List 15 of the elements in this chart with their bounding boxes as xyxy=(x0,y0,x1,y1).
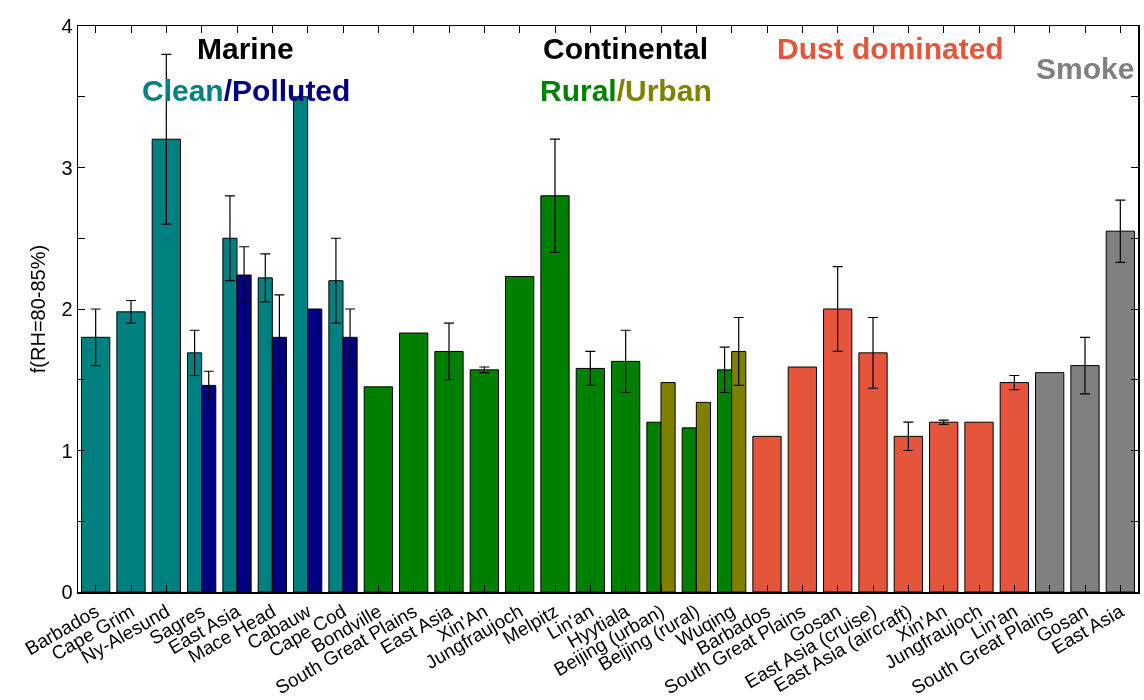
annotation: Continental xyxy=(543,32,708,65)
text: Urban xyxy=(625,74,712,107)
y-tick-label: 0 xyxy=(61,581,73,603)
y-tick-label: 3 xyxy=(61,156,73,179)
text: Polluted xyxy=(232,74,351,107)
text: Rural xyxy=(540,74,617,107)
legend-label: Dust dominated xyxy=(777,32,1004,65)
legend-label: Smoke xyxy=(1036,52,1135,85)
y-tick-label: 2 xyxy=(61,298,73,320)
annotation: / xyxy=(616,74,626,107)
annotation: / xyxy=(223,74,233,107)
annotation: Marine xyxy=(197,32,294,65)
y-axis-title: f(RH=80-85%) xyxy=(27,244,50,374)
y-tick-label: 1 xyxy=(61,439,73,462)
y-tick-label: 4 xyxy=(61,15,73,37)
